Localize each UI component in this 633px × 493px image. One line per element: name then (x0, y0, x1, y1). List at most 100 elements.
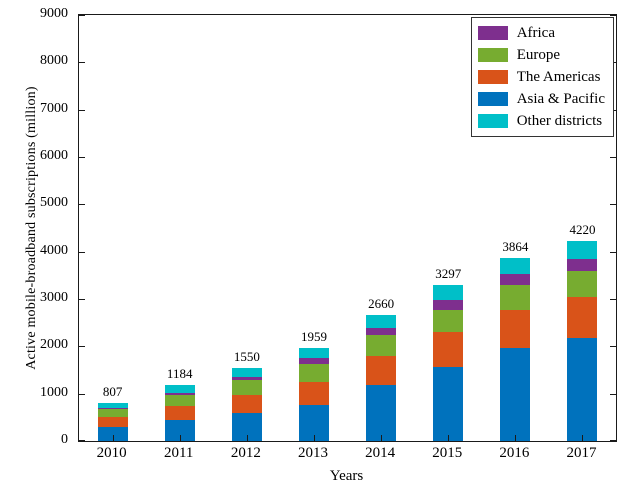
bar-total-label: 3297 (435, 265, 462, 281)
bars-container: 807 1184 1550 1959 2660 3297 3864 4220 (79, 15, 616, 441)
bar-stack (500, 258, 531, 441)
x-tick-mark (582, 435, 584, 441)
bar-total-label: 2660 (368, 296, 395, 312)
legend-label: Other districts (516, 112, 603, 129)
legend-label: The Americas (516, 68, 601, 85)
x-tick-label: 2012 (230, 445, 261, 461)
y-tick-mark (79, 157, 85, 158)
bar-stack (298, 348, 329, 441)
y-tick-mark (79, 299, 85, 300)
x-tick-mark (179, 435, 181, 441)
bar-total-label: 4220 (569, 222, 596, 238)
bar-stack (366, 315, 397, 441)
x-tick-mark (112, 435, 114, 441)
bar-column: 807 (97, 15, 128, 441)
bar-total-label: 3864 (502, 239, 529, 255)
bar-column: 4220 (567, 15, 598, 441)
legend-item: Europe (477, 44, 605, 66)
y-tick-label: 6000 (40, 148, 68, 163)
bar-stack (164, 385, 195, 441)
legend-item: Africa (477, 22, 605, 44)
y-tick-mark (79, 204, 85, 206)
bar-segment-asia-pacific (97, 426, 128, 441)
bar-column: 3864 (500, 15, 531, 441)
bar-stack (433, 284, 464, 441)
bar-segment-the-americas (500, 309, 531, 349)
y-tick-label: 3000 (40, 290, 68, 305)
y-tick-label: 9000 (40, 6, 68, 21)
bar-segment-the-americas (567, 296, 598, 339)
bar-column: 2660 (366, 15, 397, 441)
bar-segment-asia-pacific (164, 420, 195, 441)
bar-segment-europe (500, 285, 531, 310)
y-axis-label: Active mobile-broadband subscriptions (m… (24, 86, 39, 370)
legend-swatch-icon (477, 70, 508, 84)
bar-segment-europe (298, 363, 329, 382)
bar-segment-asia-pacific (433, 366, 464, 441)
bar-segment-africa (500, 274, 531, 286)
legend-label: Africa (516, 24, 555, 41)
y-tick-mark (610, 157, 616, 158)
bar-segment-africa (366, 327, 397, 336)
x-tick-mark (448, 435, 450, 441)
bar-segment-other-districts (433, 284, 464, 301)
bar-segment-the-americas (97, 417, 128, 427)
bar-segment-europe (97, 409, 128, 418)
legend-item: Asia & Pacific (477, 88, 605, 110)
y-tick-mark (610, 251, 616, 253)
bar-segment-the-americas (298, 381, 329, 405)
x-tick-mark (515, 435, 517, 441)
y-tick-mark (79, 109, 85, 111)
legend-swatch-icon (477, 92, 508, 106)
legend-label: Europe (516, 46, 561, 63)
bar-segment-africa (164, 392, 195, 396)
legend-label: Asia & Pacific (516, 90, 605, 107)
bar-segment-the-americas (231, 394, 262, 414)
bar-segment-europe (567, 270, 598, 297)
bar-segment-other-districts (500, 258, 531, 275)
bar-segment-asia-pacific (298, 404, 329, 441)
x-tick-label: 2017 (566, 445, 597, 461)
bar-segment-asia-pacific (366, 384, 397, 441)
bar-segment-the-americas (366, 355, 397, 385)
bar-segment-africa (231, 376, 262, 381)
y-tick-label: 4000 (40, 242, 68, 258)
bar-column: 1184 (164, 15, 195, 441)
y-tick-mark (79, 62, 85, 64)
y-tick-mark (79, 15, 85, 16)
bar-segment-other-districts (97, 402, 128, 408)
bar-total-label: 1550 (233, 348, 260, 364)
x-tick-label: 2016 (499, 445, 530, 461)
bar-stack (231, 367, 262, 441)
bar-stack (97, 402, 128, 441)
bar-segment-other-districts (231, 367, 262, 377)
bar-segment-asia-pacific (500, 348, 531, 441)
bar-total-label: 1184 (166, 366, 193, 382)
bar-segment-europe (164, 395, 195, 407)
bar-column: 1550 (231, 15, 262, 441)
y-tick-mark (79, 251, 85, 253)
bar-segment-other-districts (567, 241, 598, 259)
y-tick-mark (79, 393, 85, 395)
bar-segment-africa (567, 258, 598, 271)
x-tick-label: 2015 (432, 445, 463, 461)
y-tick-mark (610, 15, 616, 16)
x-tick-label: 2013 (297, 445, 328, 461)
legend-swatch-icon (477, 48, 508, 62)
legend-swatch-icon (477, 26, 508, 40)
y-tick-mark (610, 393, 616, 395)
bar-segment-the-americas (164, 406, 195, 421)
bar-segment-other-districts (164, 385, 195, 393)
y-tick-mark (610, 299, 616, 300)
bar-segment-europe (366, 335, 397, 356)
y-tick-mark (79, 440, 85, 441)
x-tick-mark (313, 435, 315, 441)
legend: Africa Europe The Americas Asia & Pacific Ot… (470, 17, 614, 137)
bar-segment-other-districts (298, 348, 329, 359)
bar-segment-africa (97, 407, 128, 410)
y-tick-label: 2000 (40, 337, 68, 353)
bar-total-label: 1959 (300, 329, 327, 345)
plot-area: 807 1184 1550 1959 2660 3297 3864 4220 Africa Eu… (78, 14, 617, 442)
bar-segment-the-americas (433, 332, 464, 367)
